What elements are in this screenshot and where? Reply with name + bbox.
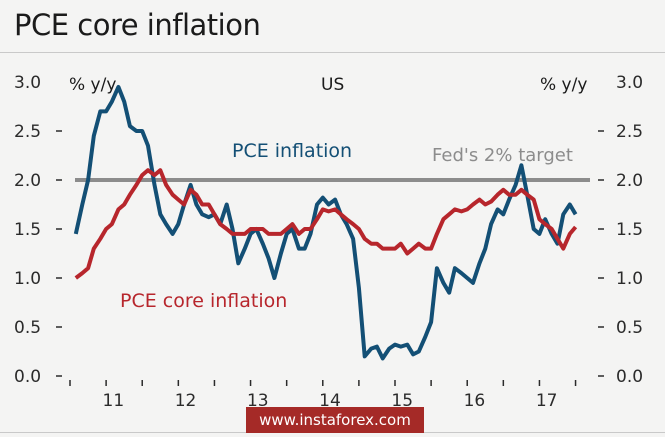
y-tick-left-label: 2.5: [14, 122, 41, 142]
y-tick-right-label: 0.5: [616, 318, 643, 338]
y-tick-left-label: 3.0: [14, 73, 41, 93]
y-tick-left-label: 2.0: [14, 171, 41, 191]
chart-subtitle: US: [321, 75, 344, 95]
x-tick-label: 11: [103, 391, 125, 411]
x-axis: 11 12 13 14 15 16 17: [69, 380, 577, 411]
y-tick-right-label: 1.0: [616, 269, 643, 289]
x-tick-label: 16: [464, 391, 486, 411]
y-tick-right-label: 3.0: [616, 73, 643, 93]
y-tick-left-label: 0.5: [14, 318, 41, 338]
x-tick-label: 17: [536, 391, 558, 411]
y-tick-right-label: 2.0: [616, 171, 643, 191]
x-tick-label: 12: [175, 391, 197, 411]
y-tick-right-label: 1.5: [616, 220, 643, 240]
series-line-pce-core-inflation: [74, 168, 578, 280]
annotation-fed-target: Fed's 2% target: [432, 145, 573, 166]
title-divider: [0, 52, 665, 53]
annotation-pce-inflation: PCE inflation: [232, 140, 352, 162]
y-tick-right-label: 2.5: [616, 122, 643, 142]
y-tick-left-label: 0.0: [14, 367, 41, 387]
series-line-pce-inflation: [73, 84, 578, 361]
annotation-pce-core-inflation: PCE core inflation: [120, 290, 287, 312]
page-title: PCE core inflation: [14, 8, 261, 42]
x-tick-label: 15: [391, 391, 413, 411]
watermark: www.instaforex.com: [246, 407, 424, 433]
y-axis-right-label: % y/y: [540, 75, 587, 95]
y-axis-left: 0.0 0.5 1.0 1.5 2.0 2.5 3.0: [14, 73, 62, 387]
x-tick-label: 13: [247, 391, 269, 411]
y-tick-left-label: 1.5: [14, 220, 41, 240]
x-tick-label: 14: [319, 391, 341, 411]
y-axis-right: 0.0 0.5 1.0 1.5 2.0 2.5 3.0: [598, 73, 643, 387]
y-tick-left-label: 1.0: [14, 269, 41, 289]
y-tick-right-label: 0.0: [616, 367, 643, 387]
y-axis-left-label: % y/y: [69, 75, 116, 95]
